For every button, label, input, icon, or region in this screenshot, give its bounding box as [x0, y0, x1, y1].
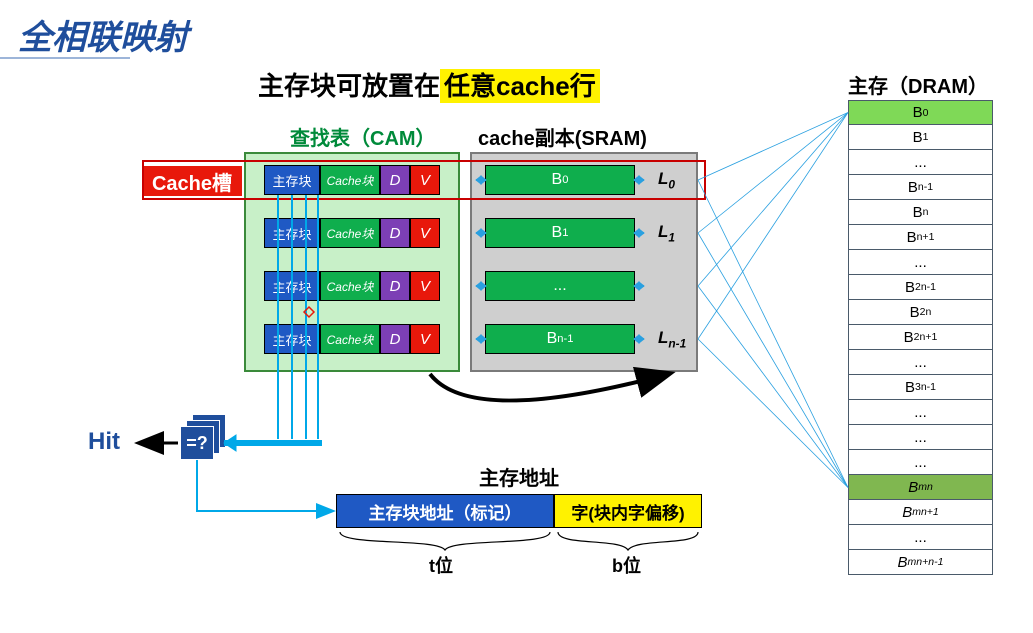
addr-tag: 主存块地址（标记）: [336, 494, 554, 528]
dram-row-3: Bn-1: [848, 175, 993, 200]
dram-row-6: ...: [848, 250, 993, 275]
dram-row-15: Bmn: [848, 475, 993, 500]
subtitle: 主存块可放置在任意cache行: [258, 66, 600, 103]
comparator-label: =?: [180, 426, 214, 460]
dram-row-2: ...: [848, 150, 993, 175]
cam-cell-3-3: V: [410, 324, 440, 354]
dram-row-14: ...: [848, 450, 993, 475]
cache-slot-border: [142, 160, 706, 200]
cam-cell-3-1: Cache块: [320, 324, 380, 354]
dram-row-8: B2n: [848, 300, 993, 325]
cam-cell-2-1: Cache块: [320, 271, 380, 301]
dram-row-7: B2n-1: [848, 275, 993, 300]
dram-row-9: B2n+1: [848, 325, 993, 350]
sram-label: cache副本(SRAM): [478, 122, 647, 151]
dram-row-12: ...: [848, 400, 993, 425]
dram-row-16: Bmn+1: [848, 500, 993, 525]
page-title: 全相联映射: [18, 10, 188, 59]
addr-tag-bits: t位: [429, 552, 453, 578]
sram-cell-1: B1: [485, 218, 635, 248]
hit-label: Hit: [88, 428, 120, 456]
cam-cell-1-3: V: [410, 218, 440, 248]
cam-cell-3-2: D: [380, 324, 410, 354]
dram-row-18: Bmn+n-1: [848, 550, 993, 575]
cam-label: 查找表（CAM）: [290, 122, 436, 151]
cam-cell-1-0: 主存块: [264, 218, 320, 248]
cam-cell-2-0: 主存块: [264, 271, 320, 301]
line-label-3: Ln-1: [658, 328, 686, 350]
addr-label: 主存地址: [479, 462, 559, 491]
dram-row-17: ...: [848, 525, 993, 550]
dram-row-11: B3n-1: [848, 375, 993, 400]
cam-cell-2-3: V: [410, 271, 440, 301]
dram-row-4: Bn: [848, 200, 993, 225]
cam-cell-2-2: D: [380, 271, 410, 301]
dram-row-0: B0: [848, 100, 993, 125]
dram-row-1: B1: [848, 125, 993, 150]
cam-cell-3-0: 主存块: [264, 324, 320, 354]
dram-row-13: ...: [848, 425, 993, 450]
sram-cell-2: ...: [485, 271, 635, 301]
sram-cell-3: Bn-1: [485, 324, 635, 354]
line-label-1: L1: [658, 222, 675, 244]
dram-row-10: ...: [848, 350, 993, 375]
dram-row-5: Bn+1: [848, 225, 993, 250]
cam-cell-1-1: Cache块: [320, 218, 380, 248]
addr-offset: 字(块内字偏移): [554, 494, 702, 528]
dram-label: 主存（DRAM）: [848, 70, 988, 99]
addr-off-bits: b位: [612, 552, 641, 578]
cam-cell-1-2: D: [380, 218, 410, 248]
